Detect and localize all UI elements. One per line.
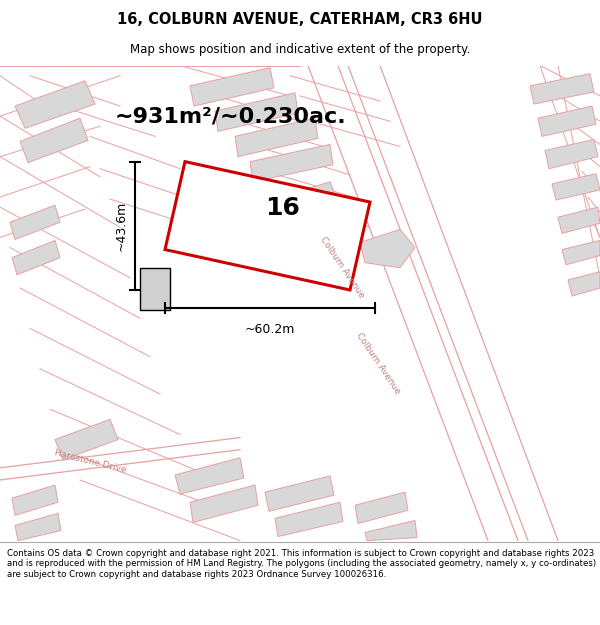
Polygon shape bbox=[568, 272, 600, 296]
Text: 16, COLBURN AVENUE, CATERHAM, CR3 6HU: 16, COLBURN AVENUE, CATERHAM, CR3 6HU bbox=[117, 12, 483, 27]
Polygon shape bbox=[280, 182, 338, 218]
Text: ~43.6m: ~43.6m bbox=[115, 201, 128, 251]
Polygon shape bbox=[15, 81, 95, 128]
Polygon shape bbox=[530, 74, 594, 104]
Polygon shape bbox=[12, 241, 60, 275]
Polygon shape bbox=[360, 229, 415, 268]
Polygon shape bbox=[10, 205, 60, 239]
Text: Harestone Drive: Harestone Drive bbox=[53, 449, 127, 475]
Polygon shape bbox=[175, 458, 244, 494]
Polygon shape bbox=[552, 174, 600, 200]
Polygon shape bbox=[55, 419, 118, 460]
Polygon shape bbox=[235, 118, 318, 157]
Polygon shape bbox=[15, 513, 61, 541]
Polygon shape bbox=[140, 268, 170, 310]
Text: ~60.2m: ~60.2m bbox=[245, 323, 295, 336]
Polygon shape bbox=[265, 476, 334, 511]
Text: ~931m²/~0.230ac.: ~931m²/~0.230ac. bbox=[114, 106, 346, 126]
Text: Colburn Avenue: Colburn Avenue bbox=[354, 331, 402, 396]
Polygon shape bbox=[275, 503, 343, 537]
Polygon shape bbox=[250, 144, 333, 182]
Polygon shape bbox=[545, 139, 598, 169]
Polygon shape bbox=[190, 485, 258, 522]
Polygon shape bbox=[165, 162, 370, 290]
Text: Contains OS data © Crown copyright and database right 2021. This information is : Contains OS data © Crown copyright and d… bbox=[7, 549, 596, 579]
Polygon shape bbox=[190, 68, 274, 106]
Polygon shape bbox=[20, 118, 88, 162]
Polygon shape bbox=[365, 521, 417, 541]
Polygon shape bbox=[562, 241, 600, 265]
Polygon shape bbox=[355, 492, 408, 524]
Text: Map shows position and indicative extent of the property.: Map shows position and indicative extent… bbox=[130, 42, 470, 56]
Polygon shape bbox=[12, 485, 58, 516]
Polygon shape bbox=[558, 207, 600, 233]
Polygon shape bbox=[538, 106, 596, 136]
Text: Colburn Avenue: Colburn Avenue bbox=[318, 236, 366, 300]
Text: 16: 16 bbox=[265, 196, 300, 219]
Polygon shape bbox=[215, 93, 298, 131]
